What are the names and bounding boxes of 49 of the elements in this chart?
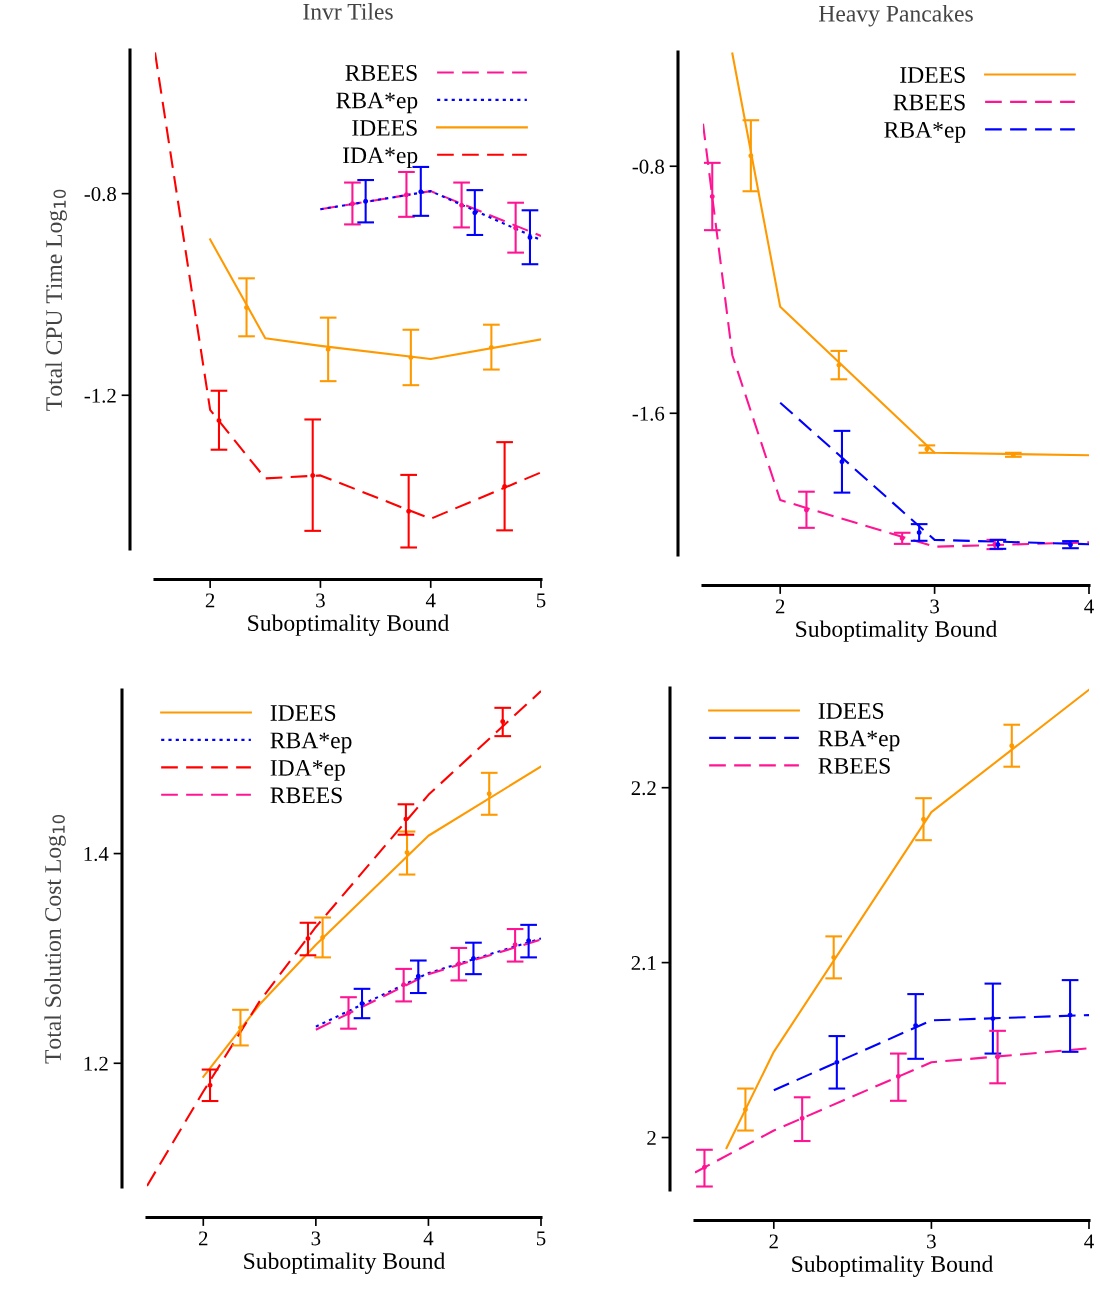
- legend-label: RBA*ep: [818, 730, 900, 752]
- x-tick-label: 4: [1084, 599, 1094, 614]
- legend-label: IDEES: [818, 703, 884, 719]
- y-tick-label: 2.1: [631, 956, 656, 971]
- line-series: [725, 688, 1089, 1150]
- x-tick-label: 4: [425, 593, 436, 608]
- line-series: [703, 122, 1089, 548]
- legend-label: IDEES: [900, 67, 965, 83]
- x-tick-label: 3: [930, 599, 939, 614]
- x-tick-label: 3: [311, 1231, 321, 1246]
- x-tick-label: 4: [423, 1231, 434, 1246]
- x-tick-label: 5: [537, 1231, 546, 1246]
- legend-label: IDEES: [352, 119, 417, 136]
- legend-label: RBEES: [818, 757, 890, 774]
- x-tick-label: 2: [198, 1231, 208, 1246]
- y-tick-label: 1.2: [84, 1056, 108, 1071]
- x-tick-label: 2: [205, 593, 215, 608]
- y-tick-label: 2.2: [631, 781, 656, 796]
- legend-label: IDA*ep: [270, 760, 345, 781]
- legend-label: RBA*ep: [336, 92, 418, 114]
- y-axis-title: Total Solution Cost Log$_{10}$: [44, 814, 66, 1064]
- legend-label: IDEES: [270, 705, 336, 721]
- x-tick-label: 5: [537, 593, 546, 608]
- legend-label: RBEES: [270, 787, 342, 804]
- x-tick-label: 3: [927, 1234, 936, 1249]
- legend-label: RBA*ep: [270, 732, 352, 754]
- legend-label: IDA*ep: [343, 147, 418, 169]
- y-axis-title: Total CPU Time Log$_{10}$: [45, 189, 67, 411]
- line-series: [147, 690, 541, 1187]
- x-axis-title: Suboptimality Bound: [796, 620, 998, 642]
- x-axis-title: Suboptimality Bound: [244, 1252, 446, 1274]
- x-tick-label: 2: [769, 1234, 778, 1249]
- y-tick-label: -1.2: [84, 388, 116, 403]
- chart-title: Heavy Pancakes: [818, 5, 973, 27]
- x-tick-label: 4: [1084, 1234, 1094, 1249]
- legend-label: RBA*ep: [884, 122, 966, 143]
- x-tick-label: 2: [775, 599, 785, 614]
- x-tick-label: 3: [316, 593, 325, 608]
- y-tick-label: -0.8: [84, 187, 117, 202]
- chart-title: Invr Tiles: [303, 3, 393, 20]
- y-tick-label: 2: [647, 1130, 656, 1145]
- legend-label: RBEES: [345, 65, 417, 81]
- y-tick-label: -0.8: [632, 159, 665, 174]
- line-series: [731, 52, 1089, 457]
- x-axis-title: Suboptimality Bound: [792, 1255, 994, 1277]
- legend-label: RBEES: [893, 94, 965, 111]
- y-tick-label: 1.4: [84, 847, 109, 862]
- x-axis-title: Suboptimality Bound: [248, 614, 450, 636]
- y-tick-label: -1.6: [632, 406, 665, 421]
